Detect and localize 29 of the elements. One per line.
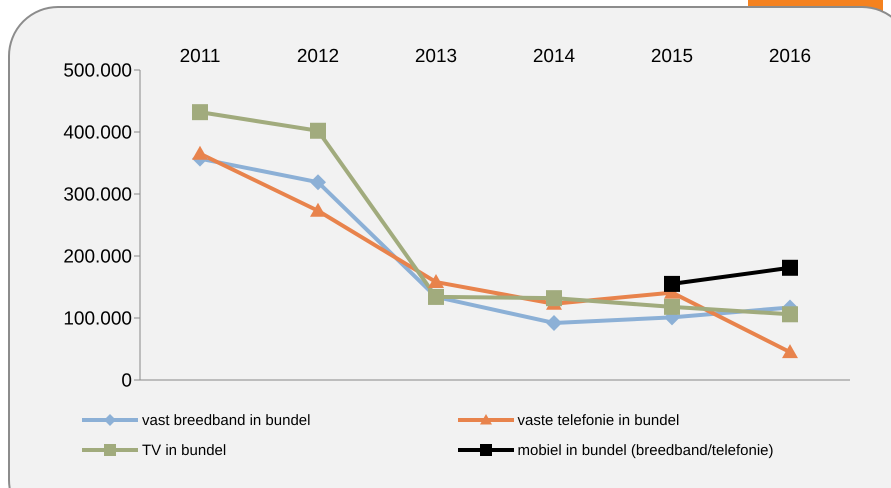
legend-label: vast breedband in bundel: [142, 412, 310, 428]
point: [310, 202, 326, 217]
x-tick-label: 2015: [650, 46, 694, 67]
y-tick-label: 200.000: [63, 246, 132, 268]
point: [782, 344, 798, 358]
point: [546, 314, 562, 331]
point: [664, 276, 680, 292]
x-tick-label: 2013: [414, 46, 458, 67]
legend-label: vaste telefonie in bundel: [518, 412, 680, 428]
x-tick-label: 2012: [296, 46, 340, 67]
y-tick-label: 100.000: [63, 308, 132, 330]
point: [192, 146, 208, 160]
legend-label: TV in bundel: [142, 442, 226, 458]
point: [428, 274, 444, 288]
x-tick-label: 2011: [180, 46, 220, 67]
point: [310, 174, 326, 190]
y-tick-label: 500.000: [63, 60, 132, 82]
point: [664, 298, 680, 315]
x-tick-label: 2016: [768, 46, 812, 67]
point: [310, 122, 326, 139]
legend-label: mobiel in bundel (breedband/telefonie): [518, 442, 774, 458]
y-tick-label: 0: [121, 370, 132, 392]
point: [782, 306, 798, 322]
x-tick-label: 2014: [532, 46, 576, 67]
point: [782, 260, 798, 276]
point: [546, 290, 562, 306]
point: [192, 104, 208, 120]
y-tick-label: 300.000: [63, 184, 132, 206]
y-tick-label: 400.000: [63, 122, 132, 144]
